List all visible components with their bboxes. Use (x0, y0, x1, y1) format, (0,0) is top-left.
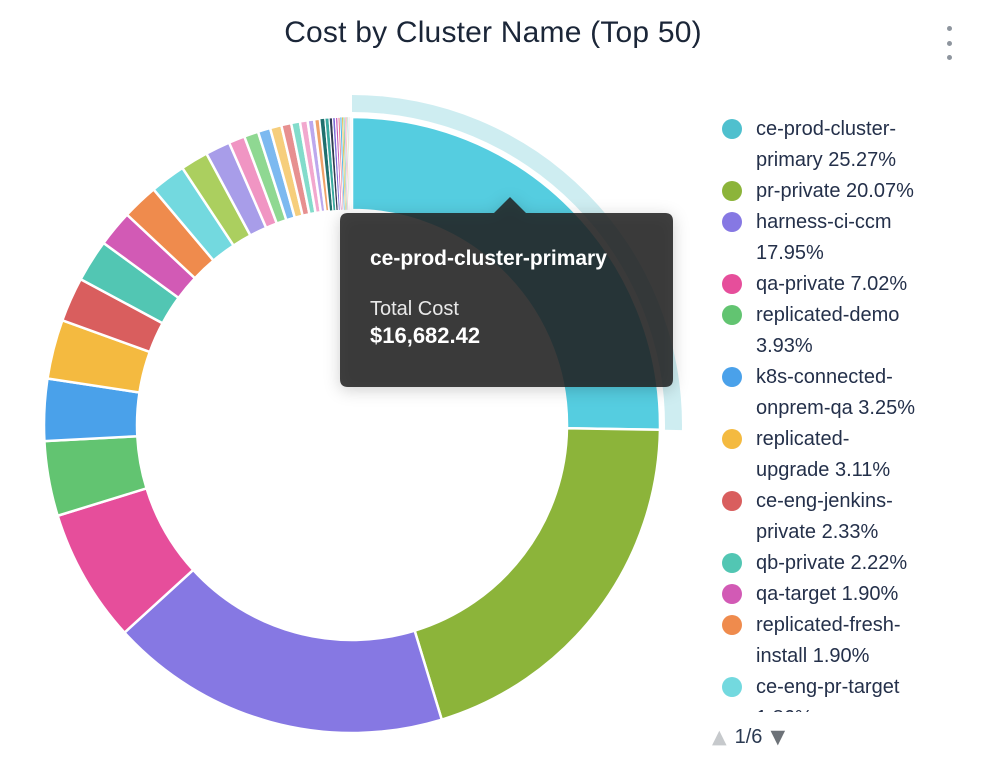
page-title: Cost by Cluster Name (Top 50) (284, 16, 702, 49)
kebab-dot-icon (946, 55, 952, 60)
legend-item[interactable]: replicated-fresh-install 1.90% (710, 610, 976, 672)
legend-swatch-icon (722, 119, 742, 139)
legend-label: qb-private 2.22% (756, 552, 908, 574)
legend-label: k8s-connected-onprem-qa 3.25% (756, 366, 915, 419)
legend-item[interactable]: replicated-demo 3.93% (710, 300, 976, 362)
legend-page-label: 1/6 (734, 725, 763, 748)
legend-label: pr-private 20.07% (756, 180, 914, 202)
legend-label: harness-ci-ccm 17.95% (756, 211, 892, 264)
legend-pagination: ▲ 1/6 ▼ (712, 722, 785, 752)
legend-label: qa-private 7.02% (756, 273, 908, 295)
legend-swatch-icon (722, 677, 742, 697)
legend-item[interactable]: ce-prod-cluster-primary 25.27% (710, 114, 976, 176)
legend-item[interactable]: harness-ci-ccm 17.95% (710, 207, 976, 269)
legend-swatch-icon (722, 429, 742, 449)
context-menu-button[interactable] (936, 24, 962, 62)
pie-slice-pr-private[interactable] (413, 427, 662, 721)
legend-label: ce-prod-cluster-primary 25.27% (756, 118, 897, 171)
legend-item[interactable]: qa-private 7.02% (710, 269, 976, 300)
legend-swatch-icon (722, 553, 742, 573)
legend-item[interactable]: ce-eng-jenkins-private 2.33% (710, 486, 976, 548)
legend-label: ce-eng-jenkins-private 2.33% (756, 490, 893, 543)
legend-swatch-icon (722, 181, 742, 201)
legend-label: replicated-upgrade 3.11% (756, 428, 891, 481)
legend-item[interactable]: pr-private 20.07% (710, 176, 976, 207)
legend-swatch-icon (722, 212, 742, 232)
kebab-dot-icon (946, 26, 952, 31)
legend-label: qa-target 1.90% (756, 583, 899, 605)
legend-item[interactable]: qa-target 1.90% (710, 579, 976, 610)
legend-item[interactable]: replicated-upgrade 3.11% (710, 424, 976, 486)
legend: ce-prod-cluster-primary 25.27% pr-private… (710, 114, 976, 712)
legend-item[interactable]: k8s-connected-onprem-qa 3.25% (710, 362, 976, 424)
legend-label: replicated-demo 3.93% (756, 304, 900, 357)
tooltip-background (340, 197, 673, 387)
legend-swatch-icon (722, 367, 742, 387)
legend-label: replicated-fresh-install 1.90% (756, 614, 901, 667)
legend-swatch-icon (722, 274, 742, 294)
legend-page-down-button[interactable]: ▼ (770, 725, 786, 748)
kebab-dot-icon (946, 40, 952, 46)
legend-swatch-icon (722, 615, 742, 635)
legend-item[interactable]: qb-private 2.22% (710, 548, 976, 579)
legend-page-up-button[interactable]: ▲ (712, 725, 727, 748)
legend-swatch-icon (722, 491, 742, 511)
legend-swatch-icon (722, 305, 742, 325)
legend-swatch-icon (722, 584, 742, 604)
pie-slice-harness-ci-ccm[interactable] (123, 568, 443, 735)
donut-chart (42, 95, 682, 735)
tooltip-bubble (340, 197, 673, 387)
